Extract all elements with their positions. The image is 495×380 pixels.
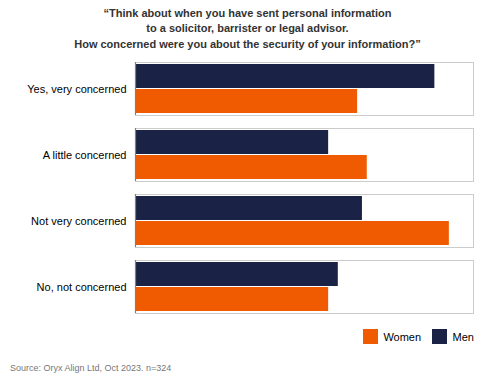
svg-text:Yes, very concerned: Yes, very concerned [27, 83, 126, 95]
html-text:Source: Oryx Align Ltd, Oct 20: Source: Oryx Align Ltd, Oct 2023. n=324 [10, 362, 172, 373]
svg-text:Not very concerned: Not very concerned [31, 215, 126, 227]
svg-text:A little concerned: A little concerned [43, 149, 127, 161]
html-text:“Think about when you have sen: “Think about when you have sent personal… [74, 7, 421, 50]
html-text:Women: Women [383, 330, 422, 343]
html-text:Men: Men [452, 330, 474, 343]
svg-text:No, not concerned: No, not concerned [37, 281, 127, 293]
